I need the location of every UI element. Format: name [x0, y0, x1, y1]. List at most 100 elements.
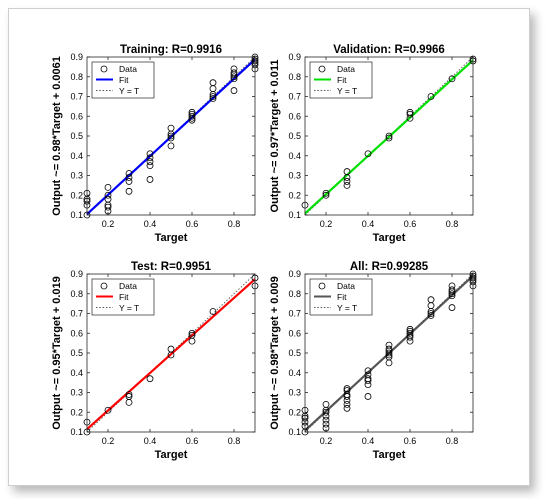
y-tick-label: 0.3: [288, 388, 301, 398]
data-point: [427, 312, 435, 319]
y-tick-label: 0.2: [288, 407, 301, 417]
data-point: [167, 142, 175, 150]
data-point: [322, 416, 330, 424]
x-tick-label: 0.8: [228, 219, 241, 229]
data-point: [343, 387, 351, 394]
data-point: [209, 93, 217, 100]
fit-line: [304, 59, 474, 215]
y-axis-label: Output ~= 0.98*Target + 0.009: [269, 276, 281, 430]
axis-box: [304, 56, 474, 216]
x-tick-label: 0.4: [144, 436, 157, 446]
y-tick-label: 0.5: [288, 348, 301, 358]
x-tick-label: 0.2: [102, 436, 115, 446]
data-point: [188, 110, 196, 118]
x-tick-label: 0.4: [362, 436, 375, 446]
y-tick-label: 0.7: [288, 309, 301, 319]
legend-data-label: Data: [337, 281, 355, 291]
y-tick-label: 0.1: [70, 427, 83, 437]
y-tick-label: 0.8: [288, 72, 301, 82]
y-tick-label: 0.7: [70, 309, 83, 319]
data-point: [188, 331, 196, 339]
data-point: [146, 150, 154, 158]
x-axis-label: Target: [373, 232, 406, 244]
data-point: [104, 183, 112, 191]
x-tick-label: 0.8: [228, 436, 241, 446]
fit-line: [86, 278, 256, 431]
data-point: [167, 124, 175, 132]
data-point: [406, 329, 414, 337]
data-point: [104, 203, 112, 211]
data-point: [104, 191, 112, 199]
legend-data-marker: [100, 282, 108, 290]
data-point: [125, 391, 133, 398]
data-point: [343, 400, 351, 408]
x-tick-label: 0.2: [320, 436, 333, 446]
legend-data-label: Data: [119, 281, 137, 291]
legend-fit-label: Fit: [337, 292, 347, 302]
data-point: [230, 73, 238, 81]
x-tick-label: 0.2: [102, 219, 115, 229]
y-tick-label: 0.9: [70, 269, 83, 279]
data-point: [322, 420, 330, 428]
data-point: [427, 310, 435, 317]
legend-fit-label: Fit: [337, 75, 347, 85]
y-tick-label: 0.8: [288, 289, 301, 299]
identity-line: [86, 56, 256, 216]
y-tick-label: 0.9: [288, 269, 301, 279]
data-point: [146, 162, 154, 170]
data-point: [167, 345, 175, 353]
y-tick-label: 0.2: [70, 407, 83, 417]
data-point: [125, 393, 133, 400]
data-point: [364, 393, 372, 400]
y-tick-label: 0.6: [70, 328, 83, 338]
y-axis-label: Output ~= 0.95*Target + 0.019: [51, 276, 63, 430]
legend-data-label: Data: [337, 64, 355, 74]
y-axis-label: Output ~= 0.98*Target + 0.0061: [51, 56, 63, 216]
data-point: [406, 325, 414, 333]
y-tick-label: 0.5: [70, 131, 83, 141]
data-point: [385, 134, 393, 142]
data-point: [364, 375, 372, 383]
data-point: [322, 400, 330, 408]
data-point: [343, 168, 351, 175]
y-tick-label: 0.8: [70, 72, 83, 82]
data-point: [448, 290, 456, 298]
x-tick-label: 0.4: [144, 219, 157, 229]
x-tick-label: 0.6: [404, 436, 417, 446]
legend-identity-label: Y = T: [119, 86, 139, 96]
data-point: [322, 189, 330, 197]
data-point: [343, 178, 351, 185]
data-point: [343, 181, 351, 189]
data-point: [188, 108, 196, 116]
data-point: [125, 187, 133, 195]
data-point: [322, 191, 330, 199]
data-point: [406, 327, 414, 335]
data-point: [385, 349, 393, 357]
y-tick-label: 0.1: [288, 210, 301, 220]
legend-identity-label: Y = T: [119, 303, 139, 313]
legend-data-label: Data: [119, 64, 137, 74]
data-point: [427, 93, 435, 100]
data-point: [125, 170, 133, 177]
y-tick-label: 0.9: [288, 52, 301, 62]
data-point: [343, 404, 351, 412]
y-tick-label: 0.4: [288, 368, 301, 378]
data-point: [104, 406, 112, 414]
data-point: [146, 154, 154, 162]
y-tick-label: 0.3: [70, 388, 83, 398]
y-tick-label: 0.4: [70, 151, 83, 161]
legend-identity-label: Y = T: [337, 86, 357, 96]
y-tick-label: 0.2: [288, 190, 301, 200]
data-point: [230, 69, 238, 77]
data-point: [146, 375, 154, 383]
data-point: [343, 385, 351, 392]
data-point: [125, 174, 133, 181]
y-tick-label: 0.6: [288, 328, 301, 338]
plot-1: 0.1 0.2 0.3 0.4 0.5 0.6 0.7 0.8 0.9 0.2 0.4 0.6 0.8 D…: [51, 44, 259, 244]
data-point: [448, 286, 456, 294]
y-tick-label: 0.4: [288, 151, 301, 161]
y-tick-label: 0.3: [288, 171, 301, 181]
legend-fit-label: Fit: [119, 292, 129, 302]
